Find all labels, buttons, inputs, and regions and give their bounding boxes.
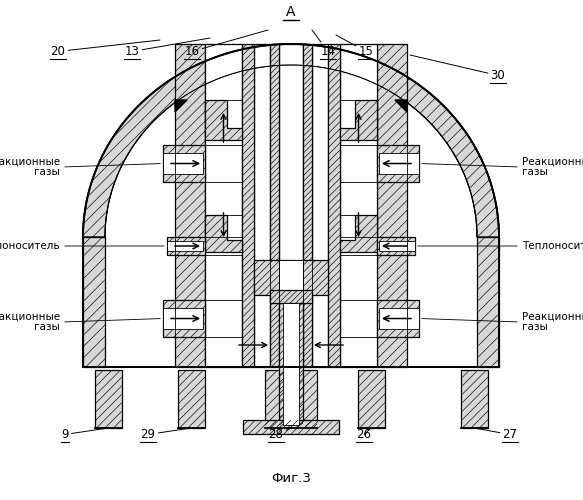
Text: Теплоноситель: Теплоноситель — [0, 241, 60, 251]
Bar — [279, 260, 303, 295]
Bar — [379, 308, 419, 329]
Text: Реакционные: Реакционные — [0, 157, 60, 167]
Text: 26: 26 — [356, 428, 371, 441]
Text: Реакционные: Реакционные — [0, 312, 60, 322]
Polygon shape — [175, 100, 187, 112]
Polygon shape — [83, 237, 105, 367]
Polygon shape — [163, 300, 205, 337]
Polygon shape — [395, 100, 407, 112]
Bar — [254, 44, 270, 367]
Polygon shape — [377, 145, 419, 182]
Polygon shape — [243, 420, 339, 434]
Text: 16: 16 — [184, 30, 268, 58]
Text: 14: 14 — [312, 30, 335, 58]
Polygon shape — [377, 300, 419, 337]
Bar — [340, 44, 377, 367]
Polygon shape — [377, 237, 415, 255]
Polygon shape — [254, 260, 328, 295]
Text: газы: газы — [522, 167, 548, 177]
Bar — [379, 153, 419, 174]
Bar — [283, 303, 299, 425]
Text: газы: газы — [34, 322, 60, 332]
Polygon shape — [377, 44, 407, 367]
Bar — [163, 153, 203, 174]
Text: 15: 15 — [336, 35, 374, 58]
Polygon shape — [270, 44, 279, 367]
Polygon shape — [205, 100, 242, 140]
Polygon shape — [83, 44, 499, 237]
Text: 29: 29 — [141, 428, 191, 441]
Polygon shape — [279, 303, 303, 425]
Polygon shape — [303, 44, 312, 367]
Polygon shape — [265, 370, 317, 428]
Polygon shape — [477, 237, 499, 367]
Polygon shape — [205, 215, 242, 252]
Polygon shape — [163, 145, 205, 182]
Text: 27: 27 — [474, 428, 518, 441]
Bar — [167, 241, 203, 251]
Bar — [379, 241, 415, 251]
Bar — [279, 44, 303, 367]
Polygon shape — [340, 215, 377, 252]
Polygon shape — [105, 65, 477, 367]
Polygon shape — [242, 44, 254, 367]
Text: Реакционные: Реакционные — [522, 312, 583, 322]
Polygon shape — [358, 370, 385, 428]
Text: 28: 28 — [269, 428, 291, 441]
Text: Реакционные: Реакционные — [522, 157, 583, 167]
Polygon shape — [167, 237, 205, 255]
Text: 30: 30 — [410, 55, 505, 82]
Polygon shape — [461, 370, 488, 428]
Polygon shape — [95, 370, 122, 428]
Polygon shape — [340, 100, 377, 140]
Bar — [163, 308, 203, 329]
Text: A: A — [286, 5, 296, 19]
Polygon shape — [175, 44, 205, 367]
Text: 13: 13 — [125, 38, 210, 58]
Text: 20: 20 — [51, 40, 160, 58]
Polygon shape — [328, 44, 340, 367]
Bar — [205, 44, 242, 367]
Polygon shape — [270, 290, 312, 303]
Text: газы: газы — [522, 322, 548, 332]
Text: 9: 9 — [61, 428, 108, 441]
Polygon shape — [178, 370, 205, 428]
Text: Фиг.3: Фиг.3 — [271, 472, 311, 484]
Bar — [312, 44, 328, 367]
Text: газы: газы — [34, 167, 60, 177]
Text: Теплоноситель: Теплоноситель — [522, 241, 583, 251]
